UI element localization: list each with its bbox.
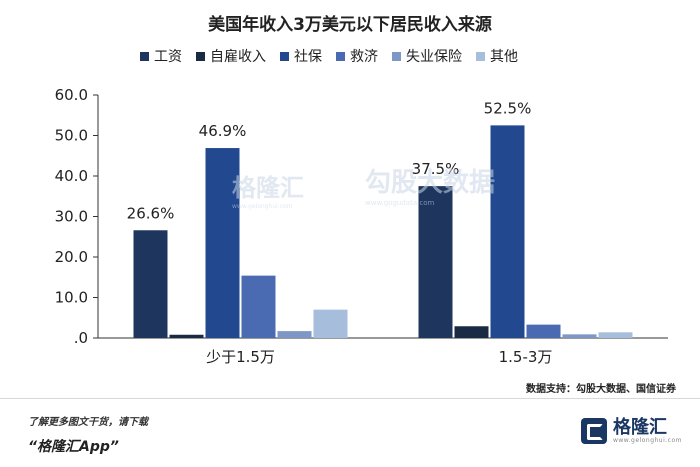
legend-label: 自雇收入 [210,49,266,65]
watermark-gogudata: 勾股大数据 www.gogudata.com [365,168,496,207]
footer-divider [0,398,700,399]
bar [241,275,276,338]
legend-label: 其他 [490,49,518,65]
data-label: 26.6% [127,204,175,222]
legend-item: 自雇收入 [196,46,266,66]
legend-swatch [392,51,401,61]
bar [418,186,453,338]
brand-logo-block: 格隆汇 www.gelonghui.com [580,416,682,444]
x-tick-label: 1.5-3万 [499,348,553,366]
brand-url: www.gelonghui.com [612,436,682,444]
y-tick-label: 50.0 [55,127,88,145]
y-tick-label: 20.0 [55,248,88,266]
brand-name: 格隆汇 [612,416,667,438]
bar [277,331,312,338]
legend-swatch [476,51,485,61]
bar [313,309,348,338]
legend-label: 救济 [350,49,378,65]
legend: 工资 自雇收入 社保 救济 失业保险 其他 [140,46,518,66]
data-label: 52.5% [484,99,532,117]
promo-line: 了解更多图文干货，请下载 [28,417,148,428]
legend-item: 工资 [140,46,182,66]
data-label: 37.5% [412,160,460,178]
watermark-gelonghui: 格隆汇 www.gelonghui.com [232,174,304,210]
legend-item: 其他 [476,46,518,66]
bar [169,334,204,338]
chart-title: 美国年收入3万美元以下居民收入来源 [208,15,492,35]
y-tick-label: 10.0 [55,289,88,307]
legend-swatch [140,51,149,61]
bar [205,148,240,338]
bar [490,125,525,338]
legend-item: 救济 [336,46,378,66]
gelonghui-logo-icon [580,418,607,444]
legend-swatch [336,51,345,61]
bar [526,324,561,338]
data-label: 46.9% [199,122,247,140]
y-tick-label: 30.0 [55,208,88,226]
bar [562,334,597,338]
bar [454,326,489,338]
legend-label: 工资 [154,49,182,65]
legend-item: 社保 [280,46,322,66]
bar [133,230,168,338]
legend-item: 失业保险 [392,46,462,66]
legend-swatch [280,51,289,61]
legend-swatch [196,51,205,61]
y-tick-label: 40.0 [55,167,88,185]
y-tick-label: .0 [74,329,88,347]
y-tick-label: 60.0 [55,86,88,104]
x-tick-label: 少于1.5万 [206,348,275,366]
source-note: 数据支持：勾股大数据、国信证券 [526,384,676,395]
bar [598,332,633,338]
legend-label: 社保 [294,49,322,65]
legend-label: 失业保险 [406,49,462,65]
promo-app-name: “格隆汇App” [28,439,119,455]
